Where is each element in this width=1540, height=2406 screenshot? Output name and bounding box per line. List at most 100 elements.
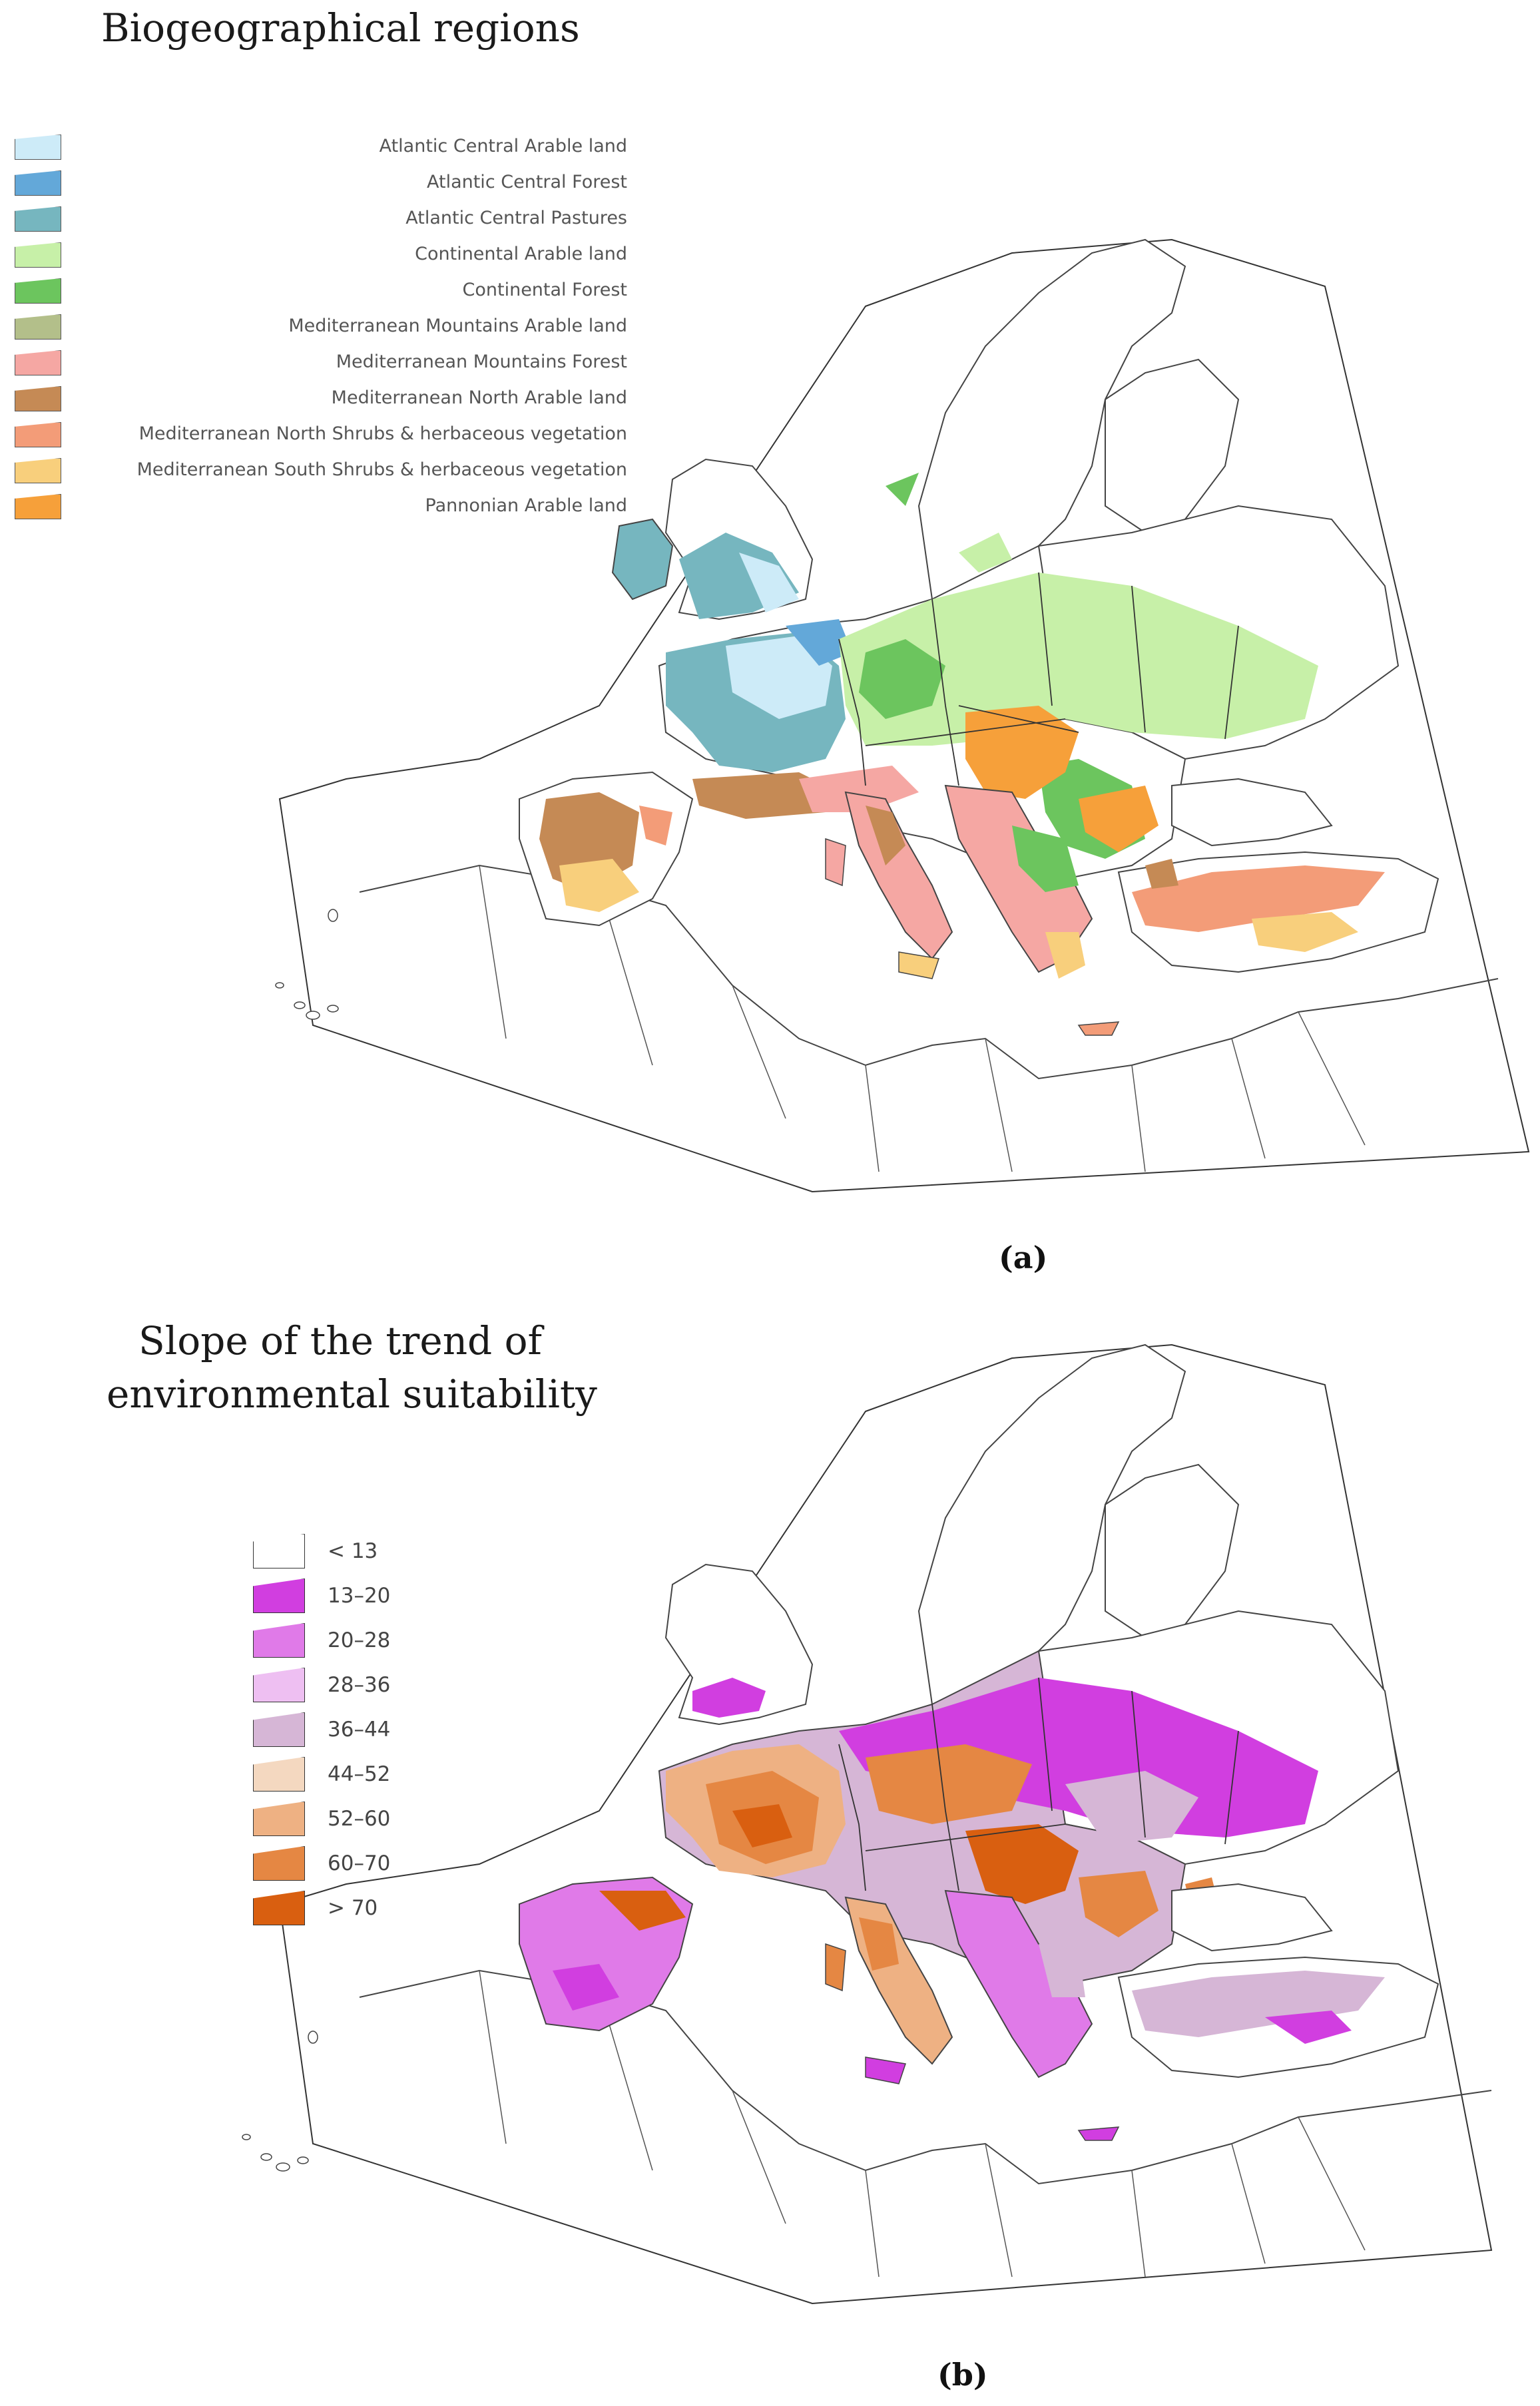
sicily <box>865 2056 906 2084</box>
legend-swatch <box>253 1757 305 1792</box>
legend-item: 60–70 <box>253 1843 493 1888</box>
legend-swatch <box>253 1846 305 1881</box>
italy-north-arable <box>866 806 905 865</box>
scandinavia-forest <box>886 473 919 506</box>
france-arable <box>726 636 832 719</box>
legend-item: Atlantic Central Pastures <box>15 202 627 238</box>
panel-a: Biogeographical regions Atlantic Central… <box>15 5 1530 1276</box>
legend-swatch <box>253 1668 305 1702</box>
panel-a-title: Biogeographical regions <box>101 5 580 51</box>
legend-swatch <box>15 458 61 483</box>
legend-label: 28–36 <box>328 1673 391 1697</box>
country-borders <box>838 1677 1239 1891</box>
legend-item: Mediterranean North Arable land <box>15 382 627 418</box>
crete <box>1077 2126 1120 2141</box>
legend-item: Mediterranean North Shrubs & herbaceous … <box>15 418 627 454</box>
panel-b-title-line1: Slope of the trend of <box>138 1318 542 1363</box>
legend-label: Atlantic Central Pastures <box>405 208 627 228</box>
legend-label: Mediterranean South Shrubs & herbaceous … <box>136 459 627 480</box>
anatolia-south-shrubs <box>1252 912 1358 952</box>
iberia-south-shrubs <box>559 859 639 912</box>
legend-item: Continental Arable land <box>15 238 627 274</box>
legend-swatch <box>15 350 61 375</box>
legend-suitability-slope: < 13 13–20 20–28 28–36 36–44 44–52 52–60… <box>253 1531 493 1933</box>
legend-item: Mediterranean Mountains Arable land <box>15 310 627 346</box>
panel-b-label: (b) <box>937 2357 988 2393</box>
legend-label: 36–44 <box>328 1718 391 1742</box>
legend-label: 20–28 <box>328 1628 391 1652</box>
legend-label: Mediterranean North Shrubs & herbaceous … <box>138 423 627 444</box>
legend-swatch <box>15 314 61 340</box>
legend-item: Mediterranean Mountains Forest <box>15 346 627 382</box>
legend-swatch <box>15 494 61 519</box>
legend-item: Pannonian Arable land <box>15 490 627 526</box>
legend-item: Mediterranean South Shrubs & herbaceous … <box>15 454 627 490</box>
legend-item: Atlantic Central Arable land <box>15 130 627 166</box>
legend-swatch <box>253 1623 305 1658</box>
thrace-arable <box>1145 859 1178 889</box>
legend-label: 44–52 <box>328 1762 391 1786</box>
legend-swatch <box>15 278 61 304</box>
legend-item: 28–36 <box>253 1665 493 1710</box>
legend-swatch <box>253 1578 305 1613</box>
legend-label: Pannonian Arable land <box>425 495 627 516</box>
atlantic-islands <box>242 2031 318 2172</box>
anatolia-north-shrubs <box>1132 865 1385 932</box>
legend-label: Atlantic Central Forest <box>426 172 627 192</box>
legend-swatch <box>15 422 61 447</box>
legend-label: Mediterranean Mountains Forest <box>336 352 627 372</box>
legend-item: 13–20 <box>253 1576 493 1620</box>
legend-label: 13–20 <box>328 1584 391 1608</box>
panel-b-title-line2: environmental suitability <box>107 1371 597 1417</box>
atlantic-islands <box>275 909 339 1020</box>
france-over-70 <box>732 1804 792 1847</box>
britain-13-20 <box>692 1678 766 1718</box>
legend-swatch <box>15 134 61 160</box>
legend-item: 36–44 <box>253 1710 493 1754</box>
anatolia-13-20 <box>1265 2011 1352 2044</box>
anatolia-36-44 <box>1132 1971 1385 2037</box>
legend-biogeographical: Atlantic Central Arable land Atlantic Ce… <box>15 130 627 526</box>
black-sea <box>1171 1883 1333 1952</box>
continental-arable <box>839 573 1318 746</box>
legend-label: Continental Forest <box>462 280 627 300</box>
legend-swatch <box>15 206 61 232</box>
legend-item: 44–52 <box>253 1754 493 1799</box>
africa-borders <box>479 865 1366 1172</box>
pannonian-arable-2 <box>1079 786 1158 852</box>
scandinavia-outline <box>917 1343 1186 1706</box>
legend-label: Continental Arable land <box>415 244 627 264</box>
country-borders <box>838 572 1239 786</box>
scandinavia-outline <box>917 238 1186 601</box>
italy-north-60-70 <box>859 1917 899 1971</box>
germany-60-70 <box>866 1744 1032 1824</box>
balkans-20-28 <box>944 1889 1093 2078</box>
map-biogeographical-regions <box>275 238 1530 1193</box>
legend-swatch <box>253 1534 305 1568</box>
britain-arable <box>739 553 799 612</box>
finland-outline <box>1105 1463 1240 1639</box>
iberia-south-13-20 <box>553 1964 619 2011</box>
balkans-forest <box>1012 826 1079 892</box>
iberia-north-shrubs <box>639 806 672 845</box>
romania-60-70 <box>1079 1871 1158 1937</box>
legend-swatch <box>253 1712 305 1747</box>
legend-swatch <box>15 170 61 196</box>
greece-south-shrubs <box>1045 932 1085 979</box>
balkans-36-44 <box>1039 1944 1085 1997</box>
finland-outline <box>1105 358 1240 534</box>
legend-swatch <box>253 1891 305 1925</box>
corsica-sardinia <box>825 838 846 887</box>
alps-mountain-forest <box>799 766 919 812</box>
crete <box>1077 1021 1120 1036</box>
legend-label: < 13 <box>328 1539 378 1563</box>
legend-item: 52–60 <box>253 1799 493 1843</box>
iberia-north-over-70 <box>599 1891 686 1931</box>
corsica-sardinia <box>825 1943 846 1992</box>
legend-item: > 70 <box>253 1888 493 1933</box>
ireland-region <box>611 518 674 601</box>
benelux-forest <box>786 619 852 666</box>
africa-borders <box>479 1970 1366 2278</box>
continental-forest-1 <box>859 639 945 719</box>
legend-item: Continental Forest <box>15 274 627 310</box>
